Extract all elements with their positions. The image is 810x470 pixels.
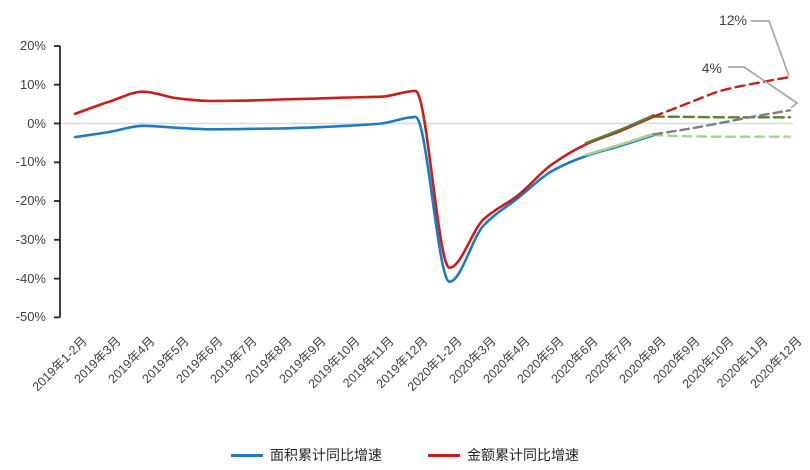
series-amount-forecast-high [652,75,792,118]
series-area-forecast-high [652,109,792,136]
y-axis-tick-label: 20% [19,37,46,53]
annotation-area-forecast-4pct: 4% [701,60,722,76]
series-area-forecast-low [652,133,792,138]
annotation-leader-amount-forecast-high [751,20,790,77]
annotation-amount-forecast-12pct: 12% [718,12,747,28]
legend-swatch-area-icon [231,453,263,457]
legend-item-area: 面积累计同比增速 [231,445,382,465]
legend-swatch-amount-icon [428,453,460,457]
series-amount-scenario-recent [584,113,656,145]
y-axis-tick-label: -50% [15,309,46,325]
series-amount-forecast-low [652,115,792,119]
chart-legend: 面积累计同比增速 金额累计同比增速 [0,444,810,466]
series-area-actual [73,115,656,284]
y-axis-tick-label: 0% [27,115,46,131]
series-area-scenario-recent [584,132,656,157]
legend-item-amount: 金额累计同比增速 [428,445,579,465]
y-axis-tick-label: 10% [19,76,46,92]
y-axis-tick-label: -10% [15,154,46,170]
legend-label-area: 面积累计同比增速 [270,447,382,463]
legend-label-amount: 金额累计同比增速 [467,447,579,463]
series-amount-actual [73,89,656,270]
y-axis-tick-label: -30% [15,231,46,247]
y-axis-tick-label: -20% [15,193,46,209]
y-axis-tick-label: -40% [15,270,46,286]
annotation-leader-area-forecast-high [728,66,799,109]
